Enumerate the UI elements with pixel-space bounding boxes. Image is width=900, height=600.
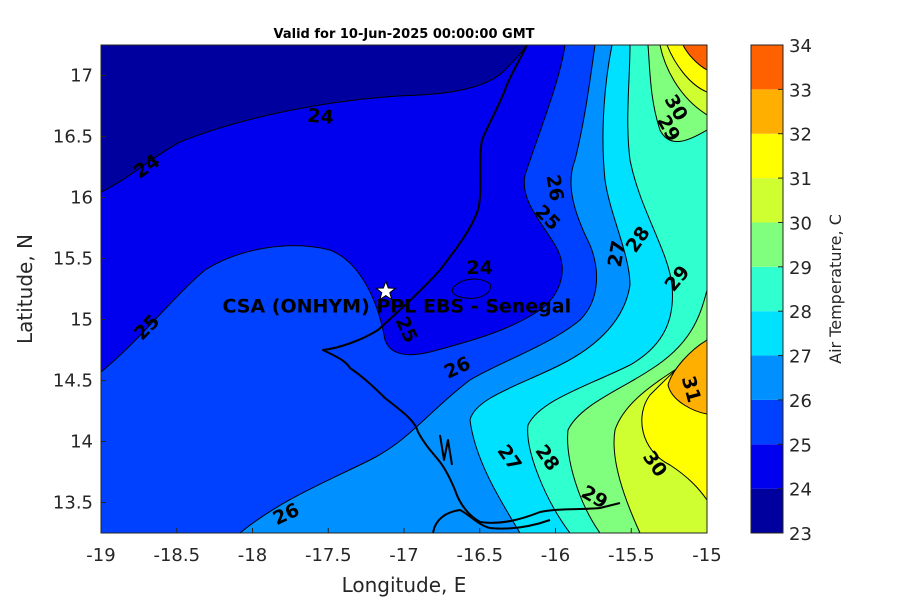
colorbar-tick-label: 30 bbox=[789, 213, 812, 234]
star-icon bbox=[374, 279, 397, 301]
colorbar-label: Air Temperature, C bbox=[826, 214, 845, 364]
y-tick-label: 17 bbox=[70, 66, 93, 87]
y-tick-label: 13.5 bbox=[53, 493, 93, 514]
colorbar-tick-label: 27 bbox=[789, 347, 812, 368]
colorbar-swatch bbox=[751, 178, 783, 223]
colorbar: 23 24 25 26 27 28 29 30 31 32 33 34 bbox=[750, 36, 812, 545]
coastline bbox=[322, 45, 621, 533]
temp-band-24-pool bbox=[451, 278, 491, 299]
colorbar-frame bbox=[750, 44, 784, 534]
colorbar-swatch bbox=[751, 89, 783, 134]
temp-band-32-33-north bbox=[682, 45, 707, 71]
colorbar-swatch bbox=[751, 488, 783, 533]
y-axis: 13.5 14 14.5 15 15.5 16 16.5 17 bbox=[53, 66, 106, 514]
temp-band-23-24-northwest bbox=[101, 45, 528, 193]
contour-label: 27 bbox=[604, 239, 630, 269]
x-tick-label: -15.5 bbox=[608, 545, 655, 566]
colorbar-swatch bbox=[751, 311, 783, 356]
y-tick-label: 14.5 bbox=[53, 371, 93, 392]
colorbar-tick-label: 25 bbox=[789, 435, 812, 456]
colorbar-tick-label: 26 bbox=[789, 391, 812, 412]
x-tick-label: -17 bbox=[389, 545, 418, 566]
x-tick-label: -16.5 bbox=[456, 545, 503, 566]
colorbar-tick-label: 29 bbox=[789, 258, 812, 279]
site-label: CSA (ONHYM) PPL EBS - Senegal bbox=[222, 295, 571, 317]
colorbar-tick-label: 34 bbox=[789, 36, 812, 57]
colorbar-tick-label: 28 bbox=[789, 302, 812, 323]
colorbar-swatch bbox=[751, 444, 783, 489]
colorbar-swatch bbox=[751, 133, 783, 179]
contour-label: 24 bbox=[467, 257, 493, 279]
y-tick-label: 15.5 bbox=[53, 249, 93, 270]
colorbar-swatch bbox=[751, 355, 783, 400]
x-tick-label: -15 bbox=[692, 545, 721, 566]
x-tick-label: -18.5 bbox=[153, 545, 200, 566]
temp-band-31-32-orange bbox=[667, 339, 707, 415]
x-tick-label: -19 bbox=[86, 545, 115, 566]
colorbar-swatch bbox=[751, 266, 783, 312]
colorbar-tick-label: 32 bbox=[789, 125, 812, 146]
contour-label: 24 bbox=[306, 105, 334, 129]
y-tick-label: 16.5 bbox=[53, 127, 93, 148]
contour-label: 26 bbox=[541, 173, 567, 203]
colorbar-tick-label: 33 bbox=[789, 80, 812, 101]
colorbar-swatch bbox=[751, 222, 783, 267]
y-tick-label: 15 bbox=[70, 310, 93, 331]
y-tick-label: 14 bbox=[70, 432, 93, 453]
plot-title: Valid for 10-Jun-2025 00:00:00 GMT bbox=[274, 27, 535, 42]
colorbar-tick-label: 31 bbox=[789, 169, 812, 190]
colorbar-swatch bbox=[751, 45, 783, 90]
colorbar-tick-label: 24 bbox=[789, 480, 812, 501]
y-axis-label: Latitude, N bbox=[13, 234, 37, 344]
colorbar-tick-label: 23 bbox=[789, 524, 812, 545]
map-plot-area bbox=[101, 45, 707, 533]
x-tick-label: -16 bbox=[541, 545, 570, 566]
x-axis-label: Longitude, E bbox=[342, 573, 467, 597]
x-tick-label: -17.5 bbox=[305, 545, 352, 566]
colorbar-swatch bbox=[751, 399, 783, 445]
site-marker: CSA (ONHYM) PPL EBS - Senegal bbox=[222, 279, 571, 317]
y-tick-label: 16 bbox=[70, 188, 93, 209]
x-tick-label: -18 bbox=[238, 545, 267, 566]
x-axis: -19 -18.5 -18 -17.5 -17 -16.5 -16 -15.5 -15 bbox=[86, 528, 722, 566]
